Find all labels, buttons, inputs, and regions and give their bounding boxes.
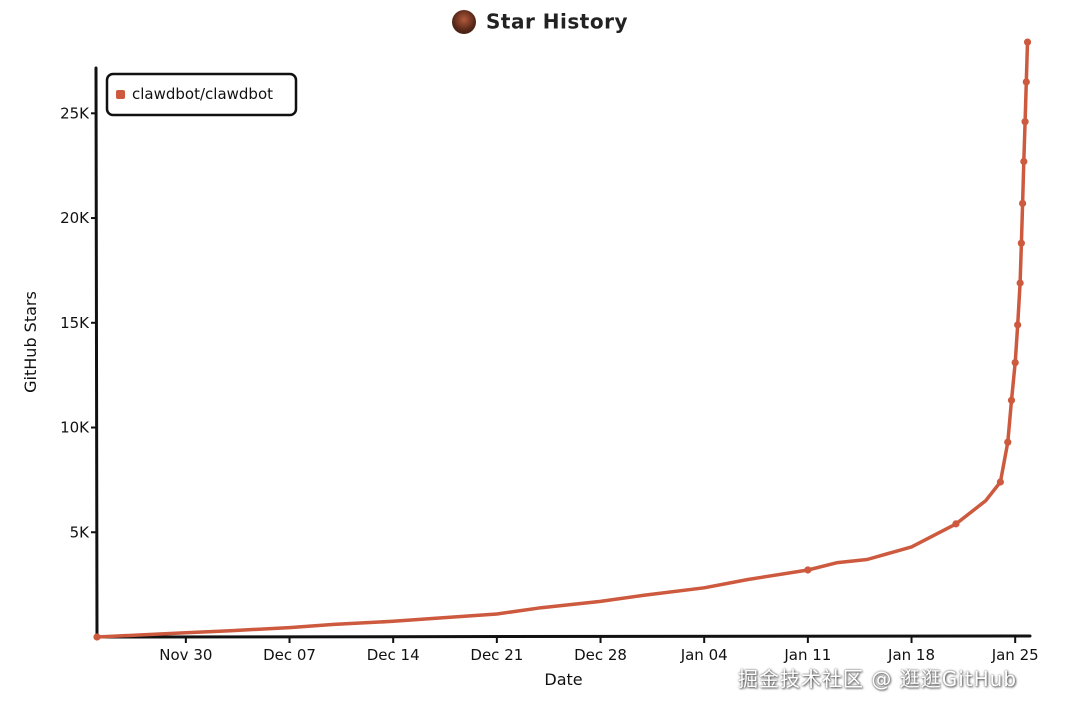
series-point xyxy=(952,520,960,528)
x-axis-line xyxy=(94,634,1032,639)
watermark-text: 掘金技术社区 @ 逛逛GitHub xyxy=(738,667,1018,691)
series-point xyxy=(1004,438,1012,446)
y-tick-label: 5K xyxy=(70,523,91,541)
series-point xyxy=(1023,38,1032,46)
series-point xyxy=(804,566,812,574)
x-tick-label: Jan 25 xyxy=(991,646,1039,664)
y-tick-label: 15K xyxy=(60,314,90,332)
legend-swatch xyxy=(116,90,125,99)
chart-title-block: Star History xyxy=(0,8,1080,34)
series-point xyxy=(1007,396,1016,404)
x-tick-label: Jan 04 xyxy=(680,646,728,664)
x-tick-label: Dec 21 xyxy=(470,646,523,664)
series-point xyxy=(1017,239,1025,247)
legend-label: clawdbot/clawdbot xyxy=(132,85,273,103)
series-point xyxy=(1014,321,1022,329)
x-tick-label: Dec 28 xyxy=(574,646,627,664)
y-axis-line xyxy=(94,66,99,640)
series-point xyxy=(1021,118,1029,126)
series-point xyxy=(93,633,101,641)
repo-avatar xyxy=(452,9,476,34)
series-point xyxy=(1020,157,1028,166)
series-point xyxy=(1022,78,1030,86)
x-tick-label: Dec 14 xyxy=(367,646,420,664)
series-line xyxy=(95,40,1030,639)
y-axis-label: GitHub Stars xyxy=(21,291,40,393)
legend-box xyxy=(105,72,298,117)
x-tick-label: Jan 11 xyxy=(783,646,831,664)
series-point xyxy=(996,478,1004,486)
x-axis-label: Date xyxy=(544,670,582,689)
series-point xyxy=(1016,279,1024,287)
x-tick-label: Jan 18 xyxy=(887,646,935,664)
y-tick-label: 25K xyxy=(60,104,90,122)
x-tick-label: Dec 07 xyxy=(263,646,316,664)
series-point xyxy=(1011,358,1019,367)
x-tick-label: Nov 30 xyxy=(159,646,212,664)
y-tick-label: 20K xyxy=(60,209,90,227)
chart-title: Star History xyxy=(486,9,628,34)
y-tick-label: 10K xyxy=(60,419,90,437)
series-point xyxy=(1018,199,1027,207)
